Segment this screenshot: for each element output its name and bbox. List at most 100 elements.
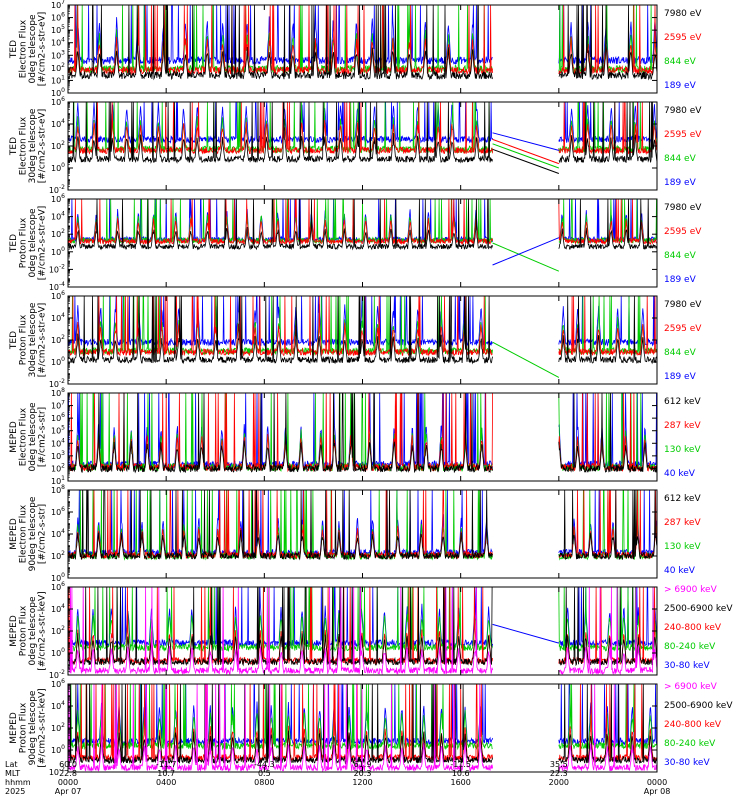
legend-entry: 844 eV bbox=[664, 57, 697, 67]
legend-entry: 130 keV bbox=[664, 445, 701, 455]
y-tick-label: 10-2 bbox=[49, 378, 65, 389]
y-tick-label: 100 bbox=[51, 572, 65, 583]
axis-tick-value: 10.6 bbox=[452, 769, 470, 778]
y-tick-label: 100 bbox=[51, 87, 65, 98]
axis-row-label: Lat bbox=[5, 760, 18, 769]
y-tick-label: 102 bbox=[51, 62, 65, 73]
y-tick-label: 100 bbox=[51, 162, 65, 173]
legend-entry: 287 keV bbox=[664, 518, 701, 528]
y-tick-label: 10-2 bbox=[49, 669, 65, 680]
axis-tick-value: Apr 08 bbox=[644, 787, 671, 796]
legend-entry: 80-240 keV bbox=[664, 642, 716, 652]
series-line-4 bbox=[68, 490, 657, 558]
axis-row-label: hhmm bbox=[5, 778, 31, 787]
legend-entry: 844 eV bbox=[664, 154, 697, 164]
axis-tick-value: 2000 bbox=[549, 778, 569, 787]
series-line-1 bbox=[68, 199, 657, 251]
legend-entry: 7980 eV bbox=[664, 9, 702, 19]
axis-tick-value: 0000 bbox=[647, 778, 667, 787]
series-line-1 bbox=[68, 5, 657, 81]
axis-tick-value: 1600 bbox=[450, 778, 470, 787]
y-tick-label: 104 bbox=[51, 312, 65, 323]
legend-entry: 2500-6900 keV bbox=[664, 701, 733, 711]
y-tick-label: 103 bbox=[51, 450, 65, 461]
axis-tick-value: 0.5 bbox=[258, 769, 271, 778]
legend-entry: 287 keV bbox=[664, 421, 701, 431]
y-tick-label: 108 bbox=[51, 387, 65, 398]
legend-entry: 189 eV bbox=[664, 178, 697, 188]
axis-tick-value: 22.8 bbox=[59, 769, 77, 778]
axis-tick-value: -44.3 bbox=[254, 760, 275, 769]
series-line-1 bbox=[68, 296, 657, 365]
y-tick-label: 102 bbox=[51, 228, 65, 239]
series-line-4 bbox=[68, 102, 657, 145]
legend-entry: 7980 eV bbox=[664, 203, 702, 213]
axis-tick-value: 1200 bbox=[352, 778, 372, 787]
axis-tick-value: 22.3 bbox=[550, 769, 568, 778]
legend-entry: 130 keV bbox=[664, 542, 701, 552]
panel-traces bbox=[68, 5, 657, 81]
y-tick-label: 102 bbox=[51, 462, 65, 473]
y-tick-label: 10-4 bbox=[49, 281, 65, 292]
y-tick-label: 10-2 bbox=[49, 184, 65, 195]
y-tick-label: 102 bbox=[51, 334, 65, 345]
gap-line-2 bbox=[492, 138, 560, 165]
y-tick-label: 104 bbox=[51, 700, 65, 711]
panel-traces bbox=[68, 587, 657, 675]
y-tick-label: 104 bbox=[51, 437, 65, 448]
axis-row-label: 2025 bbox=[5, 787, 25, 796]
axis-tick-value: 0400 bbox=[156, 778, 176, 787]
legend-entry: 189 eV bbox=[664, 81, 697, 91]
legend-entry: > 6900 keV bbox=[664, 585, 718, 595]
legend-entry: 189 eV bbox=[664, 372, 697, 382]
legend-entry: 612 keV bbox=[664, 397, 701, 407]
legend-entry: 2595 eV bbox=[664, 227, 702, 237]
legend-entry: 189 eV bbox=[664, 275, 697, 285]
gap-line-1 bbox=[492, 132, 559, 151]
series-line-2 bbox=[68, 490, 657, 560]
axis-row-label: MLT bbox=[5, 769, 20, 778]
y-tick-label: 104 bbox=[51, 528, 65, 539]
y-tick-label: 100 bbox=[51, 647, 65, 658]
axis-tick-value: 0800 bbox=[254, 778, 274, 787]
series-line-2 bbox=[68, 5, 657, 76]
legend-entry: 40 keV bbox=[664, 566, 696, 576]
axis-tick-value: 10.7 bbox=[157, 769, 175, 778]
y-tick-label: 102 bbox=[51, 550, 65, 561]
panel-traces bbox=[68, 490, 657, 561]
series-line-1 bbox=[68, 102, 657, 164]
panel-traces bbox=[68, 684, 657, 772]
y-axis-label: MEPEDElectron Flux0deg telescope[#/cm2-s… bbox=[9, 402, 48, 472]
y-tick-label: 106 bbox=[51, 506, 65, 517]
legend-entry: 844 eV bbox=[664, 348, 697, 358]
axis-tick-value: Apr 07 bbox=[55, 787, 82, 796]
y-axis-label: TEDProton Flux0deg telescope[#/cm2-s-str… bbox=[9, 206, 48, 281]
y-tick-label: 102 bbox=[51, 625, 65, 636]
gap-line-1 bbox=[492, 341, 560, 378]
y-axis-label: TEDProton Flux30deg telescope[#/cm2-s-st… bbox=[9, 302, 48, 377]
legend-entry: 2595 eV bbox=[664, 33, 702, 43]
series-line-2 bbox=[68, 102, 657, 156]
y-tick-label: 105 bbox=[51, 425, 65, 436]
y-tick-label: 100 bbox=[51, 744, 65, 755]
y-tick-label: 104 bbox=[51, 118, 65, 129]
y-axis-label: MEPEDElectron Flux90deg telescope[#/cm2-… bbox=[9, 496, 48, 571]
legend-entry: 2500-6900 keV bbox=[664, 604, 733, 614]
gap-line-4 bbox=[492, 148, 560, 174]
axis-tick-value: 61.9 bbox=[354, 760, 372, 769]
gap-line-3 bbox=[492, 143, 560, 169]
panel-traces bbox=[68, 296, 657, 378]
y-tick-label: 104 bbox=[51, 211, 65, 222]
series-line-3 bbox=[68, 393, 657, 473]
legend-entry: 7980 eV bbox=[664, 300, 702, 310]
y-axis-label: TEDElectron Flux0deg telescope[#/cm2-s-s… bbox=[9, 12, 48, 87]
legend-entry: 30-80 keV bbox=[664, 661, 710, 671]
axis-tick-value: -11.7 bbox=[156, 760, 177, 769]
panel-traces bbox=[68, 393, 657, 474]
y-tick-label: 102 bbox=[51, 722, 65, 733]
